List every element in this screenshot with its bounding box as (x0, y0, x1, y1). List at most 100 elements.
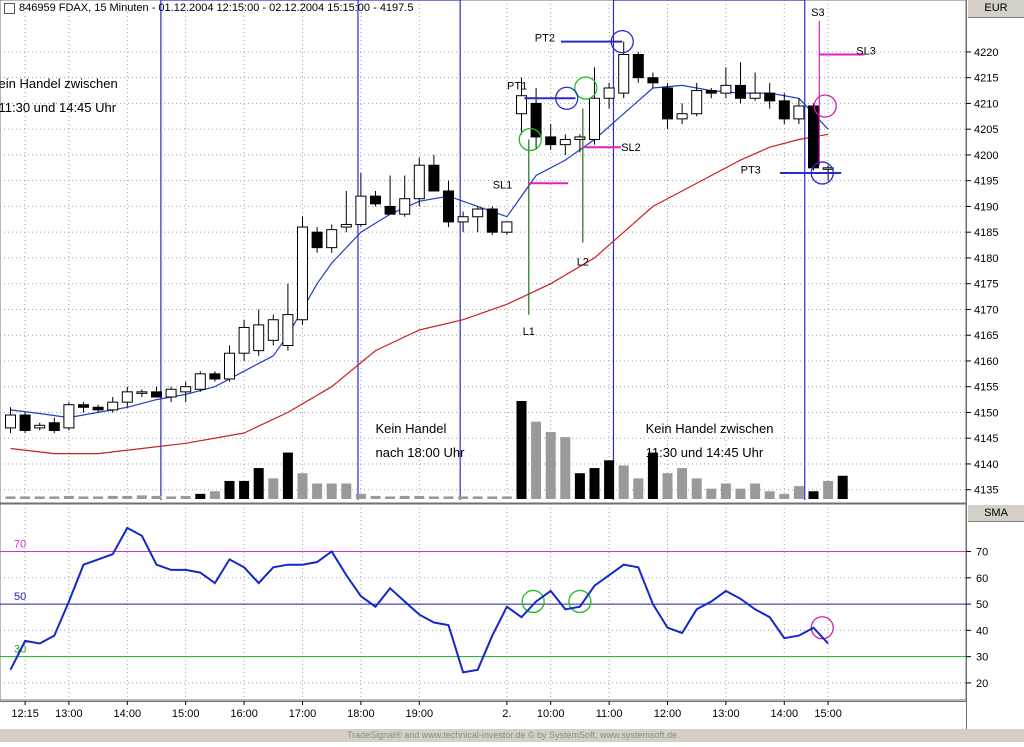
price-tick-label: 4155 (974, 382, 998, 394)
candle-body (632, 54, 644, 79)
candle (501, 221, 513, 235)
price-tick-label: 4180 (974, 253, 998, 265)
candle (282, 283, 294, 351)
candle (297, 216, 308, 325)
candle (34, 422, 46, 431)
candle (603, 82, 615, 109)
volume-bar (5, 496, 16, 499)
window-title-text: 846959 FDAX, 15 Minuten - 01.12.2004 12:… (19, 2, 414, 14)
candle (618, 41, 630, 99)
candle-body (92, 406, 104, 411)
candle-body (355, 195, 367, 225)
volume-bar (691, 478, 702, 499)
volume-bar (253, 468, 264, 499)
candle (194, 371, 206, 392)
time-tick-label: 2. (502, 708, 511, 720)
volume-bar (239, 480, 250, 499)
annotation-note: Kein Handel (376, 421, 447, 436)
candle-body (107, 401, 119, 411)
price-tick-label: 4190 (974, 201, 998, 213)
candle-body (691, 90, 703, 115)
osc-tick-label: 30 (976, 652, 988, 664)
volume-bar (180, 495, 191, 499)
volume-bar (166, 496, 177, 499)
oscillator-panel-label: SMA (968, 505, 1024, 522)
candle-body (457, 216, 469, 223)
candle (808, 103, 819, 171)
volume-bar (808, 491, 819, 499)
time-tick-label: 12:15 (11, 708, 39, 720)
candle-body (19, 414, 31, 431)
signal-label: SL2 (621, 142, 641, 154)
volume-bar (823, 480, 834, 499)
volume-bar (779, 493, 790, 499)
volume-bar (49, 496, 60, 499)
signal-circle (518, 127, 542, 152)
signal-label: SL1 (493, 179, 513, 191)
volume-bar (355, 493, 366, 499)
volume-bar (574, 473, 585, 499)
candle-body (297, 226, 308, 321)
candle-body (735, 84, 746, 99)
candle-body (253, 324, 265, 352)
signal-circle (610, 29, 634, 54)
candle (516, 77, 527, 135)
candle (311, 227, 323, 253)
volume-bar (93, 496, 104, 499)
chart-window-icon[interactable] (4, 2, 15, 14)
signal-label: PT1 (507, 81, 527, 93)
signal-label: L1 (523, 326, 535, 338)
annotations: ein Handel zwischen 11:30 und 14:45 Uhr Ke… (0, 76, 774, 460)
volume-bar (604, 460, 615, 499)
volume-bar (34, 496, 45, 499)
time-tick-label: 16:00 (230, 708, 258, 720)
volume-bar (428, 496, 439, 499)
osc-level-label: 70 (14, 539, 26, 551)
candle (253, 309, 265, 356)
time-tick-label: 13:00 (55, 708, 83, 720)
candle-body (165, 388, 177, 398)
candle (384, 175, 396, 215)
price-tick-label: 4210 (974, 98, 998, 110)
volume-bar (720, 483, 731, 499)
signal-circle (810, 616, 834, 640)
signal-label: PT2 (535, 33, 555, 45)
volume-bar (20, 496, 31, 499)
volume-bar (458, 496, 469, 499)
candle-body (194, 373, 206, 390)
candle-body (778, 100, 790, 120)
volume-bar (793, 486, 804, 499)
candle (355, 172, 367, 228)
volume-bar (209, 491, 220, 499)
candle-body (589, 97, 600, 140)
candle-body (764, 92, 776, 102)
candle (472, 206, 484, 233)
annotation-note: Kein Handel zwischen (646, 421, 774, 436)
candle-body (340, 223, 352, 228)
signal-circle (813, 94, 837, 118)
candle (545, 124, 557, 150)
candle (78, 402, 89, 413)
signal-circle (555, 86, 579, 110)
candle-body (793, 105, 805, 120)
candle-body (808, 105, 819, 169)
candle-body (662, 87, 673, 120)
candle-body (676, 113, 688, 120)
time-tick-label: 13:00 (712, 708, 740, 720)
candle-body (603, 87, 615, 99)
volume-bar (122, 495, 133, 499)
candlesticks[interactable] (5, 41, 834, 434)
volume-bar (706, 488, 717, 499)
candle-body (136, 391, 148, 394)
candle (662, 82, 673, 130)
price-tick-label: 4195 (974, 176, 998, 188)
candle (457, 211, 469, 233)
volume-bar (312, 483, 323, 499)
price-axis-unit: EUR (968, 0, 1024, 18)
session-lines (160, 0, 806, 500)
candle (399, 175, 411, 217)
volume-bar (370, 495, 381, 499)
